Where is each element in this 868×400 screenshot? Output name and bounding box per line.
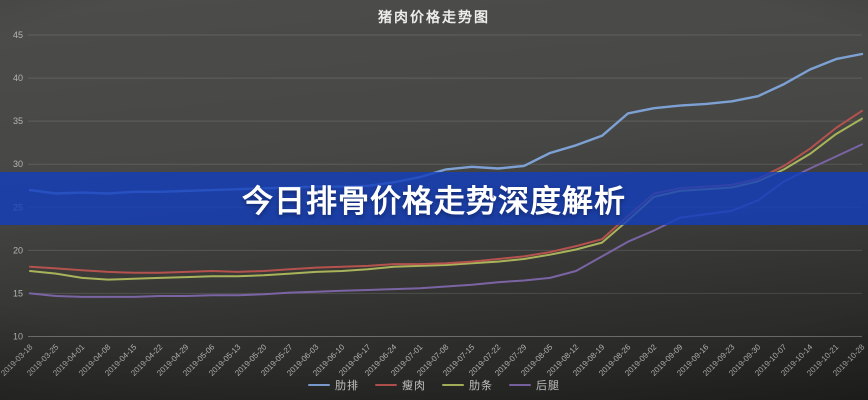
headline-banner: 今日排骨价格走势深度解析 <box>0 172 868 225</box>
y-axis-label: 20 <box>13 245 23 255</box>
y-axis-label: 40 <box>13 73 23 83</box>
chart-legend: 肋排 瘦肉 肋条 后腿 <box>0 377 868 393</box>
y-axis-label: 45 <box>13 30 23 40</box>
legend-label: 后腿 <box>536 380 560 392</box>
y-axis-label: 30 <box>13 159 23 169</box>
legend-label: 肋排 <box>335 380 359 392</box>
y-axis-label: 15 <box>13 288 23 298</box>
legend-item-3: 后腿 <box>509 377 560 393</box>
legend-swatch-icon <box>442 384 464 386</box>
y-axis-label: 35 <box>13 116 23 126</box>
legend-swatch-icon <box>375 384 397 386</box>
legend-label: 肋条 <box>469 380 493 392</box>
legend-label: 瘦肉 <box>402 380 426 392</box>
legend-swatch-icon <box>308 384 330 386</box>
headline-text: 今日排骨价格走势深度解析 <box>242 184 626 219</box>
chart-title: 猪肉价格走势图 <box>378 9 490 25</box>
y-axis-label: 10 <box>13 332 23 342</box>
legend-item-0: 肋排 <box>308 377 359 393</box>
legend-item-2: 肋条 <box>442 377 493 393</box>
legend-swatch-icon <box>509 384 531 386</box>
legend-item-1: 瘦肉 <box>375 377 426 393</box>
